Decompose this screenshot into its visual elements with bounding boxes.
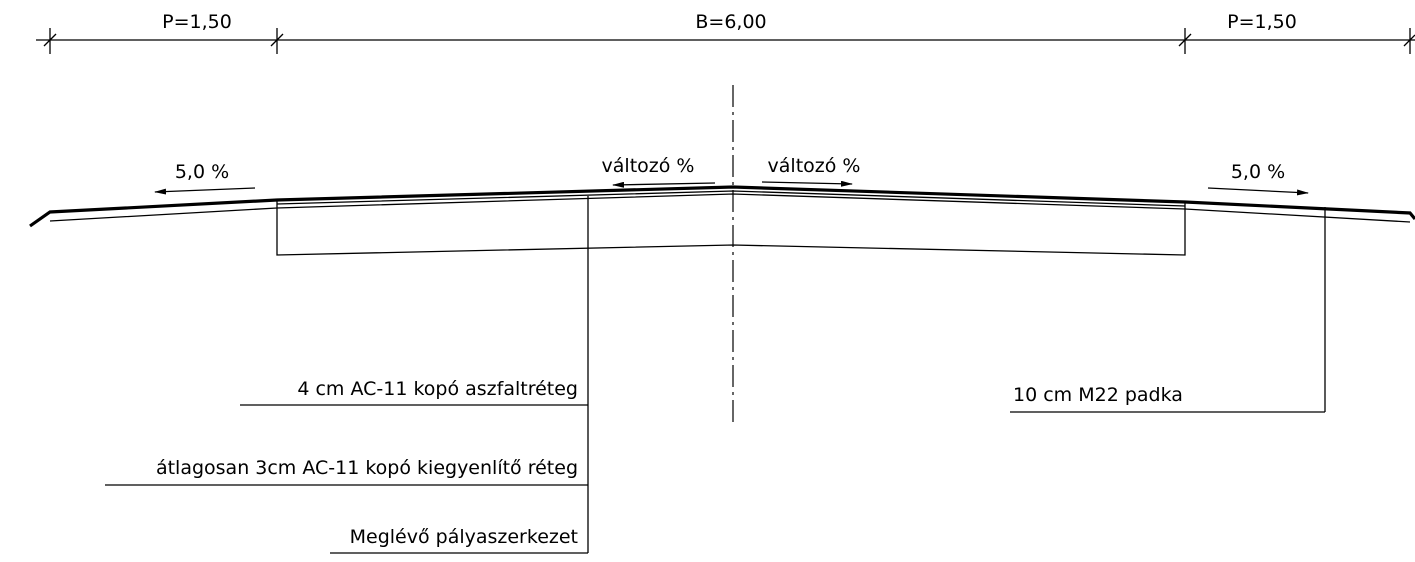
slope-label: 5,0 % — [175, 161, 229, 183]
dimension-label: P=1,50 — [162, 11, 232, 33]
layer-label: 4 cm AC-11 kopó aszfaltréteg — [297, 378, 578, 400]
leader-lines — [105, 196, 1326, 554]
slope-arrow — [761, 180, 853, 187]
dimension-line — [36, 28, 1415, 54]
slope-arrow — [612, 181, 716, 188]
dimension-label: B=6,00 — [695, 11, 766, 33]
slope-label: változó % — [768, 155, 861, 177]
road-surface — [29, 185, 1415, 228]
layer-label: átlagosan 3cm AC-11 kopó kiegyenlítő rét… — [156, 457, 578, 479]
slope-arrow — [1207, 187, 1309, 196]
slope-arrow — [154, 187, 256, 195]
dimension-label: P=1,50 — [1227, 11, 1297, 33]
existing-structure — [276, 200, 1186, 256]
layer-label: 10 cm M22 padka — [1013, 384, 1183, 406]
shoulder-bottom — [49, 193, 1411, 223]
slope-label: 5,0 % — [1231, 161, 1285, 183]
layer-label: Meglévő pályaszerkezet — [350, 526, 578, 548]
layer-line — [276, 190, 1186, 207]
slope-label: változó % — [602, 155, 695, 177]
